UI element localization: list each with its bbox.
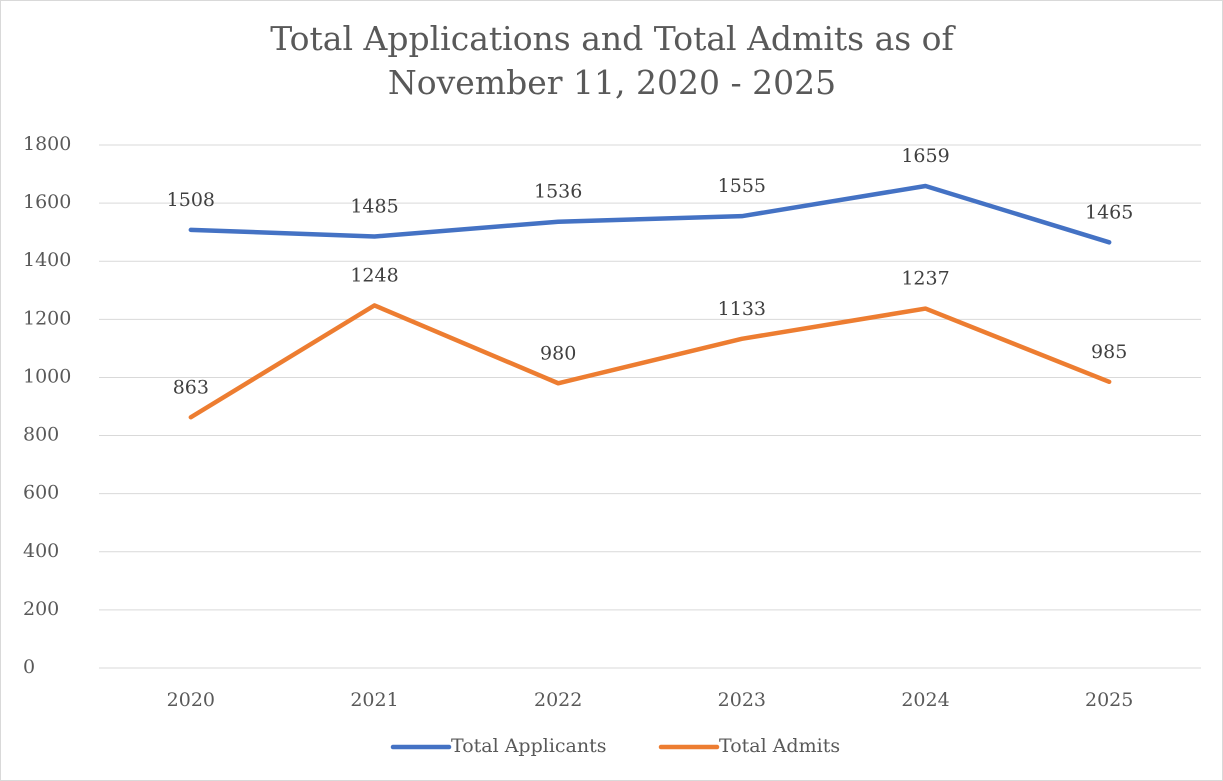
data-label: 980 [540, 342, 576, 364]
data-label: 1248 [350, 264, 398, 286]
data-label: 1508 [167, 189, 215, 211]
series-line [188, 183, 1112, 245]
y-tick-label: 600 [23, 482, 59, 504]
x-tick-label: 2020 [167, 689, 215, 711]
x-tick-label: 2021 [350, 689, 398, 711]
y-tick-label: 1200 [23, 307, 71, 329]
x-tick-label: 2023 [718, 689, 766, 711]
data-label: 1133 [718, 298, 766, 320]
y-tick-label: 400 [23, 540, 59, 562]
x-tick-label: 2024 [901, 689, 949, 711]
x-tick-label: 2025 [1085, 689, 1133, 711]
legend-label: Total Admits [719, 735, 840, 757]
data-label: 1485 [350, 196, 398, 218]
y-tick-label: 0 [23, 656, 35, 678]
legend-label: Total Applicants [451, 735, 607, 757]
data-label: 985 [1091, 341, 1127, 363]
data-label: 1465 [1085, 201, 1133, 223]
y-tick-label: 200 [23, 598, 59, 620]
data-label: 1555 [718, 175, 766, 197]
data-label: 1659 [901, 145, 949, 167]
data-label: 1237 [901, 268, 949, 290]
y-tick-label: 1400 [23, 249, 71, 271]
data-label: 863 [173, 376, 209, 398]
chart-title: Total Applications and Total Admits as o… [270, 19, 954, 102]
y-tick-label: 1800 [23, 133, 71, 155]
y-tick-label: 1000 [23, 365, 71, 387]
x-tick-label: 2022 [534, 689, 582, 711]
y-tick-label: 800 [23, 424, 59, 446]
data-label: 1536 [534, 181, 582, 203]
y-tick-label: 1600 [23, 191, 71, 213]
series-line [188, 303, 1112, 420]
